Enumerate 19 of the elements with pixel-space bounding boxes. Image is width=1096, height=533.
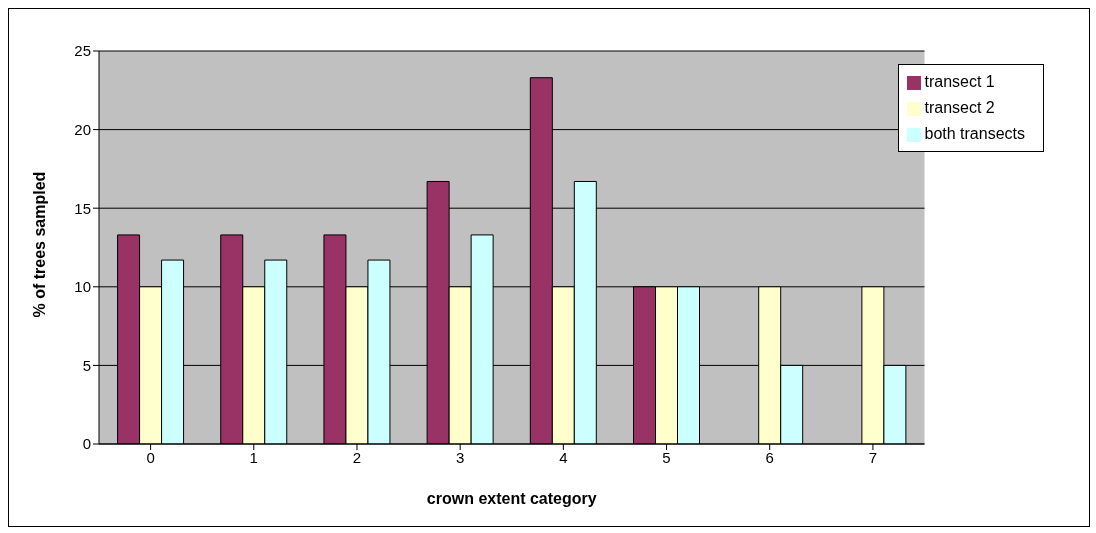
- legend-label: both transects: [924, 125, 1025, 142]
- x-tick-label: 2: [352, 448, 362, 466]
- x-tick-label: 4: [559, 448, 568, 466]
- legend-label: transect 1: [924, 73, 995, 90]
- x-tick-label: 7: [868, 448, 878, 466]
- y-tick-label: 20: [74, 120, 91, 138]
- x-tick-label: 0: [146, 448, 155, 466]
- legend-label: transect 2: [924, 99, 995, 116]
- y-tick-label: 15: [74, 199, 91, 217]
- x-tick-label: 1: [249, 448, 258, 466]
- y-tick-label: 0: [82, 435, 91, 453]
- y-tick-label: 25: [74, 42, 91, 60]
- x-tick-label: 6: [765, 448, 774, 466]
- y-tick-label: 5: [82, 356, 91, 374]
- x-axis-title: crown extent category: [426, 490, 597, 507]
- x-tick-label: 5: [662, 448, 671, 466]
- y-axis-title: % of trees sampled: [30, 171, 48, 318]
- x-tick-label: 3: [455, 448, 465, 466]
- y-tick-label: 10: [74, 278, 91, 296]
